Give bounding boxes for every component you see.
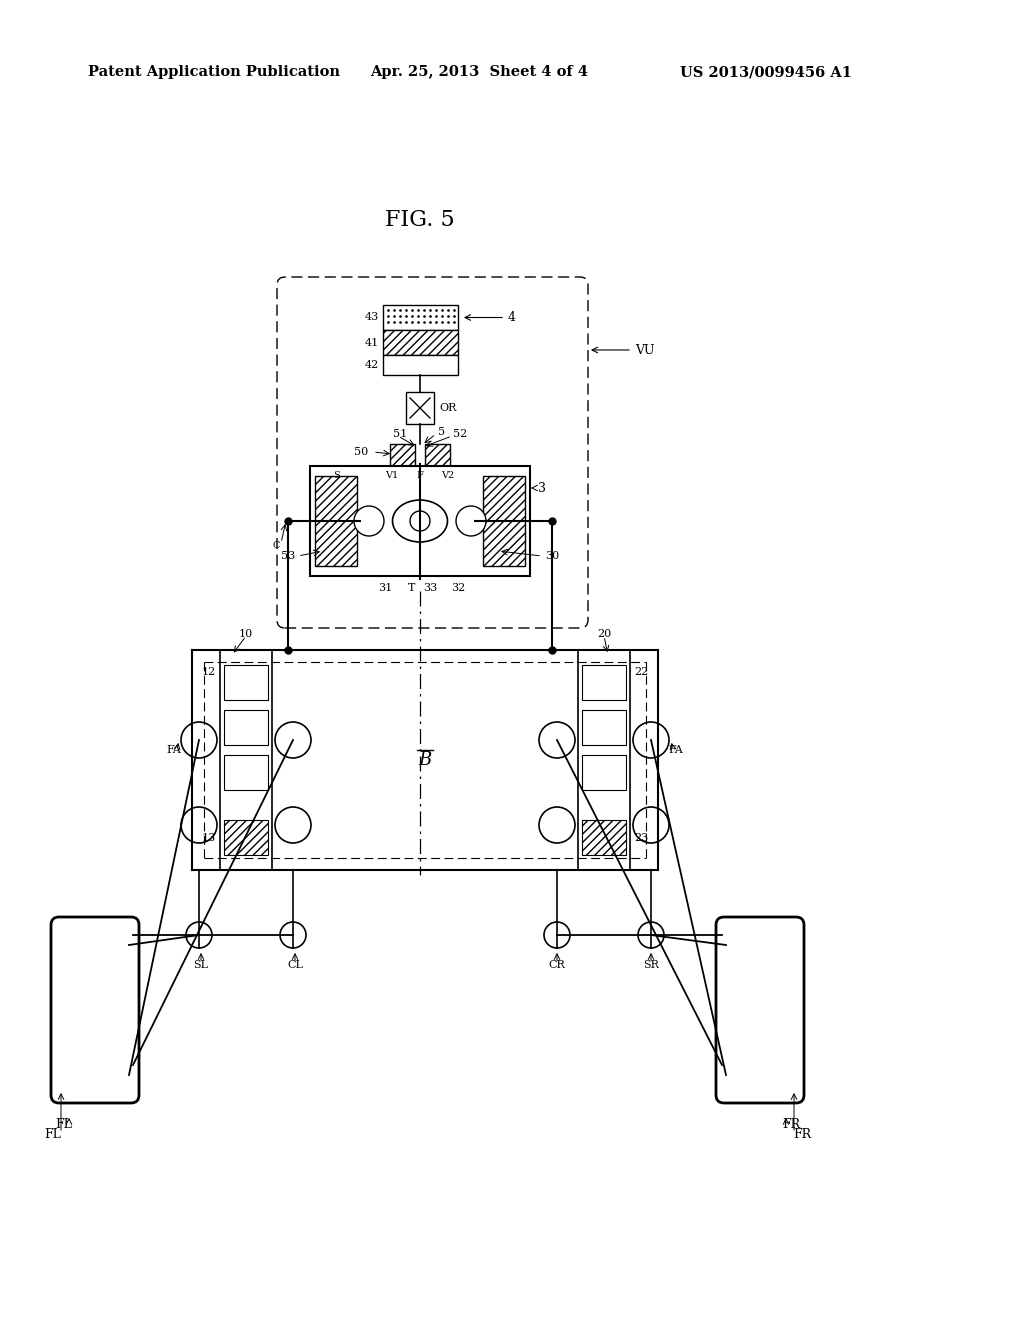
Circle shape — [638, 921, 664, 948]
Text: 52: 52 — [453, 429, 467, 440]
Bar — [224, 755, 268, 789]
Ellipse shape — [392, 500, 447, 543]
Text: 32: 32 — [451, 583, 465, 593]
Bar — [310, 466, 530, 576]
Text: FL: FL — [44, 1129, 60, 1142]
Text: V1: V1 — [385, 470, 398, 479]
Text: VU: VU — [635, 343, 654, 356]
Circle shape — [280, 921, 306, 948]
Text: CL: CL — [287, 960, 303, 970]
Bar — [383, 330, 458, 355]
Text: T: T — [409, 583, 416, 593]
Circle shape — [633, 722, 669, 758]
Text: 20: 20 — [597, 630, 611, 639]
Text: 41: 41 — [365, 338, 379, 347]
Bar — [224, 710, 268, 744]
Text: 13: 13 — [202, 833, 216, 843]
Bar — [582, 820, 626, 855]
Text: V2: V2 — [441, 470, 455, 479]
Text: Patent Application Publication: Patent Application Publication — [88, 65, 340, 79]
Bar — [582, 755, 626, 789]
Text: B: B — [419, 751, 432, 770]
Text: 3: 3 — [538, 482, 546, 495]
Bar — [582, 710, 626, 744]
Text: 4: 4 — [508, 312, 516, 323]
Circle shape — [544, 921, 570, 948]
Bar — [425, 444, 450, 466]
Bar — [390, 444, 415, 466]
Text: 53: 53 — [281, 550, 295, 561]
Text: 30: 30 — [545, 550, 559, 561]
Bar — [582, 665, 626, 700]
Bar — [406, 392, 434, 424]
Text: OR: OR — [439, 403, 457, 413]
Text: 12: 12 — [202, 667, 216, 677]
Circle shape — [410, 511, 430, 531]
Text: 42: 42 — [365, 360, 379, 370]
Text: 33: 33 — [423, 583, 437, 593]
Circle shape — [539, 722, 575, 758]
Text: SL: SL — [194, 960, 209, 970]
Text: CR: CR — [549, 960, 565, 970]
Text: FA: FA — [167, 744, 181, 755]
Circle shape — [539, 807, 575, 843]
Text: 5: 5 — [438, 426, 445, 437]
Text: FA: FA — [669, 744, 683, 755]
Text: F: F — [417, 470, 424, 479]
Bar — [224, 820, 268, 855]
Circle shape — [456, 506, 486, 536]
Text: US 2013/0099456 A1: US 2013/0099456 A1 — [680, 65, 852, 79]
FancyBboxPatch shape — [716, 917, 804, 1104]
Bar — [483, 477, 525, 566]
Text: FR: FR — [793, 1129, 811, 1142]
Bar — [315, 477, 357, 566]
Circle shape — [633, 807, 669, 843]
Text: C: C — [272, 541, 280, 550]
Bar — [578, 649, 630, 870]
Text: FIG. 5: FIG. 5 — [385, 209, 455, 231]
Circle shape — [181, 722, 217, 758]
Text: 31: 31 — [378, 583, 392, 593]
Bar — [383, 305, 458, 330]
Text: 22: 22 — [634, 667, 648, 677]
FancyBboxPatch shape — [51, 917, 139, 1104]
Bar — [383, 355, 458, 375]
Circle shape — [186, 921, 212, 948]
Text: 43: 43 — [365, 313, 379, 322]
Text: 50: 50 — [353, 447, 368, 457]
Text: SR: SR — [643, 960, 658, 970]
Text: 23: 23 — [634, 833, 648, 843]
Circle shape — [354, 506, 384, 536]
Bar — [224, 665, 268, 700]
Text: 51: 51 — [393, 429, 408, 440]
Bar — [220, 649, 272, 870]
Circle shape — [275, 722, 311, 758]
Circle shape — [181, 807, 217, 843]
Circle shape — [275, 807, 311, 843]
Text: FL: FL — [55, 1118, 73, 1131]
Text: 10: 10 — [239, 630, 253, 639]
Text: FR: FR — [782, 1118, 800, 1131]
Text: S: S — [333, 470, 339, 479]
Text: Apr. 25, 2013  Sheet 4 of 4: Apr. 25, 2013 Sheet 4 of 4 — [370, 65, 588, 79]
